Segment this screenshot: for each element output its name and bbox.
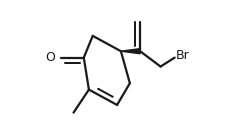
Text: Br: Br (175, 49, 189, 62)
Text: O: O (46, 51, 56, 64)
Polygon shape (121, 49, 140, 54)
